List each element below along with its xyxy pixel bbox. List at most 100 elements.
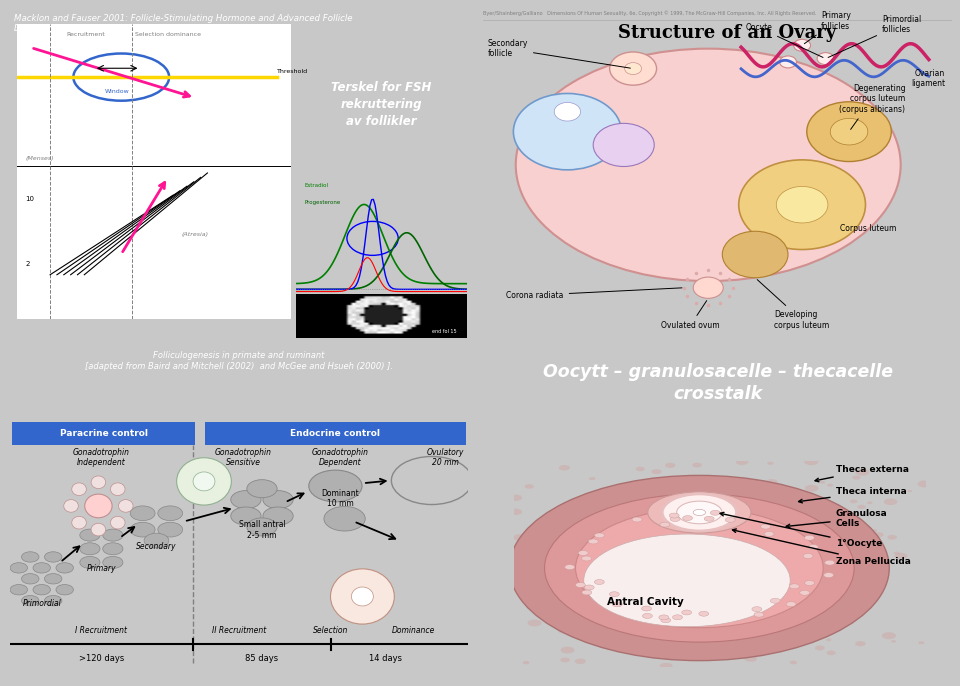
Circle shape	[824, 573, 833, 578]
Circle shape	[610, 592, 619, 597]
Text: 10: 10	[26, 196, 35, 202]
Circle shape	[750, 604, 756, 606]
Circle shape	[822, 516, 830, 521]
Circle shape	[44, 573, 61, 584]
Circle shape	[684, 556, 698, 563]
Circle shape	[723, 480, 734, 485]
Circle shape	[554, 102, 581, 121]
Circle shape	[662, 494, 736, 531]
Ellipse shape	[516, 49, 900, 281]
Circle shape	[247, 518, 277, 536]
Circle shape	[739, 160, 866, 250]
Circle shape	[919, 641, 924, 644]
Circle shape	[808, 572, 813, 574]
Circle shape	[641, 606, 652, 611]
Text: Selection dominance: Selection dominance	[135, 32, 201, 37]
Circle shape	[576, 582, 586, 587]
Text: Secondary
follicle: Secondary follicle	[488, 39, 631, 68]
Circle shape	[667, 579, 672, 582]
Text: 85 days: 85 days	[246, 654, 278, 663]
Circle shape	[733, 598, 746, 604]
Text: >120 days: >120 days	[79, 654, 124, 663]
Circle shape	[706, 542, 717, 547]
Circle shape	[592, 591, 599, 593]
Circle shape	[705, 517, 714, 521]
Circle shape	[745, 532, 756, 538]
Text: Selection: Selection	[313, 626, 348, 635]
Circle shape	[682, 610, 691, 615]
Text: Oocytt – granulosacelle – thecacelle
crosstalk: Oocytt – granulosacelle – thecacelle cro…	[542, 363, 893, 403]
Circle shape	[786, 602, 796, 606]
Text: Gonadotrophin
Sensitive: Gonadotrophin Sensitive	[215, 448, 272, 467]
Circle shape	[351, 587, 373, 606]
Text: Ovulated ovum: Ovulated ovum	[661, 300, 720, 329]
Text: Secondary: Secondary	[136, 542, 177, 551]
Circle shape	[895, 553, 907, 559]
Circle shape	[594, 580, 604, 584]
Text: Oocyte: Oocyte	[746, 23, 823, 58]
Circle shape	[392, 456, 472, 504]
Circle shape	[744, 655, 757, 662]
Circle shape	[572, 574, 579, 578]
Circle shape	[598, 614, 606, 618]
Circle shape	[884, 498, 898, 505]
Circle shape	[746, 635, 752, 639]
Circle shape	[756, 652, 765, 657]
Circle shape	[850, 499, 857, 504]
Text: (Atresia): (Atresia)	[181, 233, 208, 237]
Circle shape	[564, 578, 577, 584]
Circle shape	[770, 534, 776, 538]
Circle shape	[80, 529, 100, 541]
Circle shape	[21, 595, 39, 606]
Circle shape	[826, 639, 831, 641]
Circle shape	[157, 522, 182, 537]
Circle shape	[722, 231, 788, 278]
Circle shape	[21, 552, 39, 562]
Circle shape	[825, 560, 834, 565]
Circle shape	[804, 458, 818, 465]
Circle shape	[789, 584, 800, 589]
Text: Ovulatory
20 mm: Ovulatory 20 mm	[427, 448, 465, 467]
Circle shape	[230, 507, 261, 525]
Circle shape	[636, 466, 645, 471]
Circle shape	[647, 607, 661, 615]
Circle shape	[559, 465, 570, 471]
Text: Corona radiata: Corona radiata	[506, 288, 682, 300]
Circle shape	[804, 485, 819, 492]
Text: Granulosa
Cells: Granulosa Cells	[786, 509, 887, 528]
Text: Endocrine control: Endocrine control	[291, 429, 380, 438]
Circle shape	[263, 507, 293, 525]
Circle shape	[882, 632, 896, 639]
Circle shape	[63, 499, 79, 512]
Circle shape	[804, 535, 814, 541]
Circle shape	[247, 480, 277, 498]
Circle shape	[794, 39, 810, 51]
Circle shape	[131, 506, 156, 521]
Text: Estradiol: Estradiol	[304, 183, 328, 189]
Circle shape	[625, 62, 641, 75]
Text: Gonadotrophin
Independent: Gonadotrophin Independent	[73, 448, 130, 467]
Text: Paracrine control: Paracrine control	[60, 429, 148, 438]
Circle shape	[575, 659, 586, 664]
Circle shape	[514, 534, 526, 541]
Circle shape	[728, 477, 732, 480]
Circle shape	[704, 603, 710, 606]
Text: Dominant
10 mm: Dominant 10 mm	[321, 488, 359, 508]
Ellipse shape	[576, 508, 824, 628]
Circle shape	[808, 545, 818, 549]
Circle shape	[533, 579, 545, 585]
Circle shape	[857, 505, 866, 509]
Circle shape	[528, 619, 541, 626]
Circle shape	[110, 483, 125, 495]
Circle shape	[683, 516, 692, 521]
Circle shape	[780, 644, 789, 648]
Text: Ovarian
ligament: Ovarian ligament	[911, 69, 946, 88]
Circle shape	[660, 663, 673, 670]
Circle shape	[522, 661, 530, 664]
Circle shape	[10, 563, 28, 573]
Circle shape	[103, 543, 123, 555]
Circle shape	[804, 580, 814, 585]
Circle shape	[527, 544, 533, 547]
Text: Macklon and Fauser 2001: Follicle-Stimulating Hormone and Advanced Follicle
Deve: Macklon and Fauser 2001: Follicle-Stimul…	[14, 14, 352, 33]
Circle shape	[693, 509, 706, 516]
